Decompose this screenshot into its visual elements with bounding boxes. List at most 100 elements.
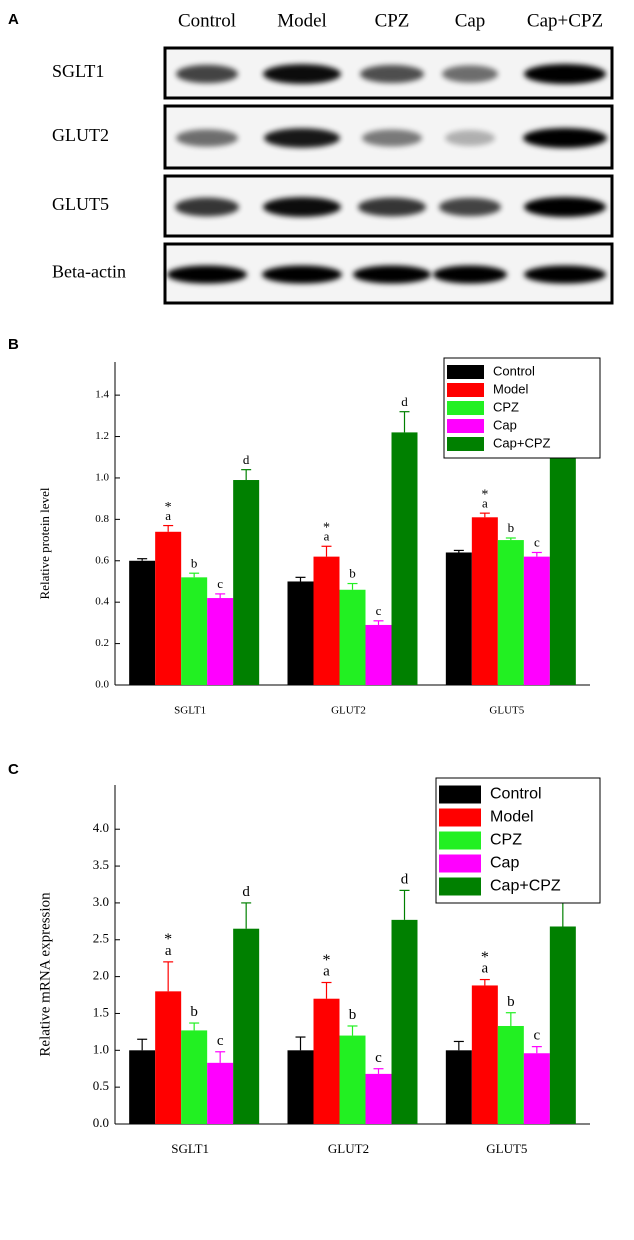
y-tick-label: 4.0 <box>93 820 109 835</box>
legend-swatch <box>447 365 484 379</box>
significance: * <box>481 949 489 966</box>
annotation: a <box>482 495 488 510</box>
bar <box>233 480 260 685</box>
legend-label: Cap+CPZ <box>493 435 550 450</box>
blot-band <box>439 197 501 217</box>
bar <box>365 624 392 685</box>
bar <box>471 517 498 685</box>
bar <box>155 531 182 685</box>
significance: * <box>323 521 330 536</box>
annotation: b <box>191 555 198 570</box>
legend-swatch <box>439 854 481 873</box>
y-tick-label: 1.4 <box>95 389 109 401</box>
annotation: d <box>401 394 408 409</box>
annotation: a <box>323 964 330 980</box>
bar <box>181 577 208 685</box>
annotation: a <box>165 943 172 959</box>
legend-swatch <box>439 831 481 850</box>
bar <box>339 589 366 685</box>
legend-label: Model <box>493 381 529 396</box>
significance: * <box>481 488 488 503</box>
bar <box>549 926 576 1124</box>
bar <box>129 1050 156 1124</box>
blot-band <box>264 128 340 148</box>
annotation: d <box>242 884 250 900</box>
annotation: c <box>217 1033 224 1049</box>
blot-band <box>433 265 507 284</box>
annotation: b <box>508 520 515 535</box>
y-tick-label: 2.5 <box>93 931 109 946</box>
legend-label: CPZ <box>493 399 519 414</box>
legend-label: Control <box>490 786 542 803</box>
x-tick-label: GLUT2 <box>328 1141 369 1156</box>
y-tick-label: 0.0 <box>95 679 109 691</box>
legend-label: Model <box>490 809 534 826</box>
significance: * <box>323 952 331 969</box>
bar <box>471 985 498 1124</box>
blot-band <box>262 265 342 284</box>
lane-label: Cap <box>455 10 486 31</box>
significance: * <box>164 931 172 948</box>
protein-label: Beta-actin <box>52 262 126 282</box>
bar <box>313 556 340 685</box>
y-tick-label: 1.0 <box>95 471 109 483</box>
bar <box>155 991 182 1124</box>
lane-label: Control <box>178 10 236 31</box>
annotation: c <box>533 1028 540 1044</box>
panel-label: C <box>8 761 19 778</box>
lane-label: CPZ <box>375 10 410 31</box>
bar <box>181 1030 208 1124</box>
bar <box>391 919 418 1124</box>
annotation: b <box>349 566 356 581</box>
panel-label: B <box>8 336 19 353</box>
y-tick-label: 0.0 <box>93 1115 109 1130</box>
y-tick-label: 0.4 <box>95 596 109 608</box>
blot-band <box>175 197 239 217</box>
bar <box>287 581 314 685</box>
blot-band <box>353 265 431 284</box>
y-tick-label: 0.5 <box>93 1078 109 1093</box>
y-tick-label: 3.0 <box>93 894 109 909</box>
bar <box>365 1073 392 1124</box>
y-tick-label: 1.0 <box>93 1041 109 1056</box>
bar <box>391 432 418 685</box>
bar <box>233 928 260 1124</box>
legend-swatch <box>439 808 481 827</box>
bar <box>339 1035 366 1124</box>
legend-label: CPZ <box>490 832 522 849</box>
x-tick-label: GLUT5 <box>489 705 524 717</box>
blot-band <box>360 64 424 84</box>
legend-label: Control <box>493 363 535 378</box>
blot-band <box>263 197 341 217</box>
blot-band <box>358 197 426 217</box>
legend-swatch <box>447 419 484 433</box>
bar <box>497 1025 524 1124</box>
legend-label: Cap+CPZ <box>490 878 561 895</box>
protein-label: GLUT5 <box>52 194 109 214</box>
protein-label: GLUT2 <box>52 125 109 145</box>
legend-label: Cap <box>490 855 519 872</box>
bar <box>445 1050 472 1124</box>
bar <box>523 556 550 685</box>
y-tick-label: 1.2 <box>95 430 109 442</box>
annotation: c <box>217 576 223 591</box>
annotation: a <box>481 961 488 977</box>
y-tick-label: 0.6 <box>95 554 109 566</box>
y-axis-label: Relative protein level <box>37 487 52 599</box>
blot-band <box>445 130 495 146</box>
bar <box>287 1050 314 1124</box>
y-axis-label: Relative mRNA expression <box>37 892 53 1057</box>
y-tick-label: 1.5 <box>93 1004 109 1019</box>
bar <box>445 552 472 685</box>
panel-label: A <box>8 11 19 28</box>
lane-label: Cap+CPZ <box>527 10 603 31</box>
bar <box>313 998 340 1124</box>
annotation: d <box>401 871 409 887</box>
annotation: c <box>534 535 540 550</box>
y-tick-label: 3.5 <box>93 857 109 872</box>
significance: * <box>165 500 172 515</box>
annotation: b <box>190 1004 198 1020</box>
blot-band <box>167 265 247 284</box>
blot-band <box>362 129 422 147</box>
